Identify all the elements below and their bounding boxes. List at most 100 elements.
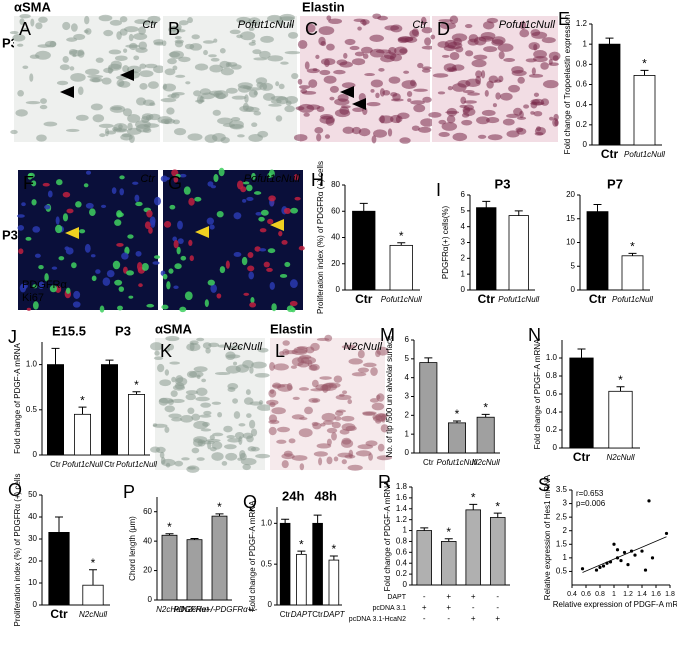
tissue [388, 76, 401, 84]
significance: * [399, 229, 404, 243]
y-tick-label: 1.6 [396, 493, 408, 502]
tissue [101, 77, 112, 85]
tissue [35, 22, 43, 30]
tissue [476, 116, 490, 125]
tissue [298, 428, 313, 438]
tissue [289, 300, 298, 307]
tissue [376, 393, 385, 402]
x-tick-label: Ctr [312, 610, 323, 619]
tissue [283, 207, 292, 214]
tissue [189, 370, 204, 378]
tissue [31, 180, 37, 187]
tissue [331, 432, 337, 441]
tissue [173, 285, 179, 290]
tissue [49, 285, 58, 293]
tissue [139, 63, 147, 69]
tissue [211, 452, 224, 461]
tissue [319, 69, 331, 76]
tissue [22, 65, 29, 69]
error-bar [105, 359, 114, 365]
panel-letter: S [538, 475, 550, 495]
table-sign: + [471, 592, 476, 601]
y-tick-label: 20 [566, 190, 575, 199]
tissue [251, 172, 256, 180]
tissue [212, 109, 221, 116]
tissue [492, 103, 497, 108]
tissue [44, 40, 57, 48]
x-tick-label: Pofut1cNull [437, 458, 478, 467]
tissue [210, 284, 217, 293]
tissue [371, 135, 377, 144]
panel-caption: Ctr [412, 19, 428, 31]
y-tick-label: 20 [28, 556, 37, 565]
y-tick-label: 0.5 [26, 405, 38, 414]
tissue [166, 281, 171, 290]
y-axis-label: Fold change of PDGF-A mRNA [383, 480, 392, 591]
point [629, 549, 634, 553]
tissue [289, 279, 298, 289]
tissue [119, 16, 128, 23]
tissue [55, 224, 63, 234]
tissue [148, 227, 153, 234]
tissue [284, 105, 295, 113]
x-tick-label: Pofut1cNull [62, 460, 103, 469]
error-bar [420, 527, 429, 531]
tissue [153, 356, 164, 360]
x-tick-label: N2cNull [472, 458, 500, 467]
tissue [179, 173, 187, 178]
tissue [172, 384, 186, 391]
y-tick-label: 0.5 [556, 567, 568, 576]
tissue [351, 372, 367, 377]
tissue [43, 121, 58, 127]
tissue [240, 31, 256, 41]
tissue [390, 92, 398, 97]
tissue [199, 414, 212, 418]
table-label: DAPT [387, 594, 406, 601]
tissue [114, 219, 122, 226]
x-tick-label: 0.4 [567, 591, 577, 598]
legend-label: Ki67 [22, 292, 44, 304]
bar [586, 211, 609, 291]
y-tick-label: 40 [143, 536, 152, 545]
bar [416, 530, 432, 586]
tissue [187, 466, 196, 470]
tissue [40, 98, 47, 104]
error-bar [514, 210, 523, 216]
tissue [473, 54, 488, 60]
tissue [161, 40, 167, 47]
significance: * [134, 378, 139, 392]
tissue [326, 15, 332, 21]
tissue [523, 104, 530, 109]
tissue [162, 273, 168, 280]
tissue [275, 115, 283, 122]
tissue [208, 54, 217, 58]
tissue [207, 181, 214, 187]
tissue [191, 34, 200, 40]
y-tick-label: 50 [28, 490, 37, 499]
tissue [193, 90, 202, 97]
tissue [290, 365, 298, 369]
bar [419, 362, 438, 454]
tissue [72, 301, 81, 308]
tissue [245, 389, 251, 396]
tissue [205, 347, 211, 354]
y-tick-label: 1.2 [396, 515, 408, 524]
y-tick-label: 2.5 [556, 512, 568, 521]
tissue [138, 283, 143, 288]
tissue [202, 40, 215, 44]
x-tick-label: 1.6 [651, 591, 661, 598]
tissue [174, 35, 182, 40]
panel-caption: Pofut1cNull [499, 19, 556, 31]
tissue [206, 438, 221, 443]
heading: Elastin [270, 321, 313, 336]
tissue [481, 109, 496, 116]
tissue [187, 17, 193, 24]
tissue [531, 67, 536, 75]
tissue [159, 379, 172, 387]
tissue [150, 342, 163, 351]
point [612, 542, 616, 546]
tissue [203, 410, 212, 416]
tissue [409, 79, 416, 87]
tissue [280, 61, 289, 65]
tissue [121, 252, 129, 260]
